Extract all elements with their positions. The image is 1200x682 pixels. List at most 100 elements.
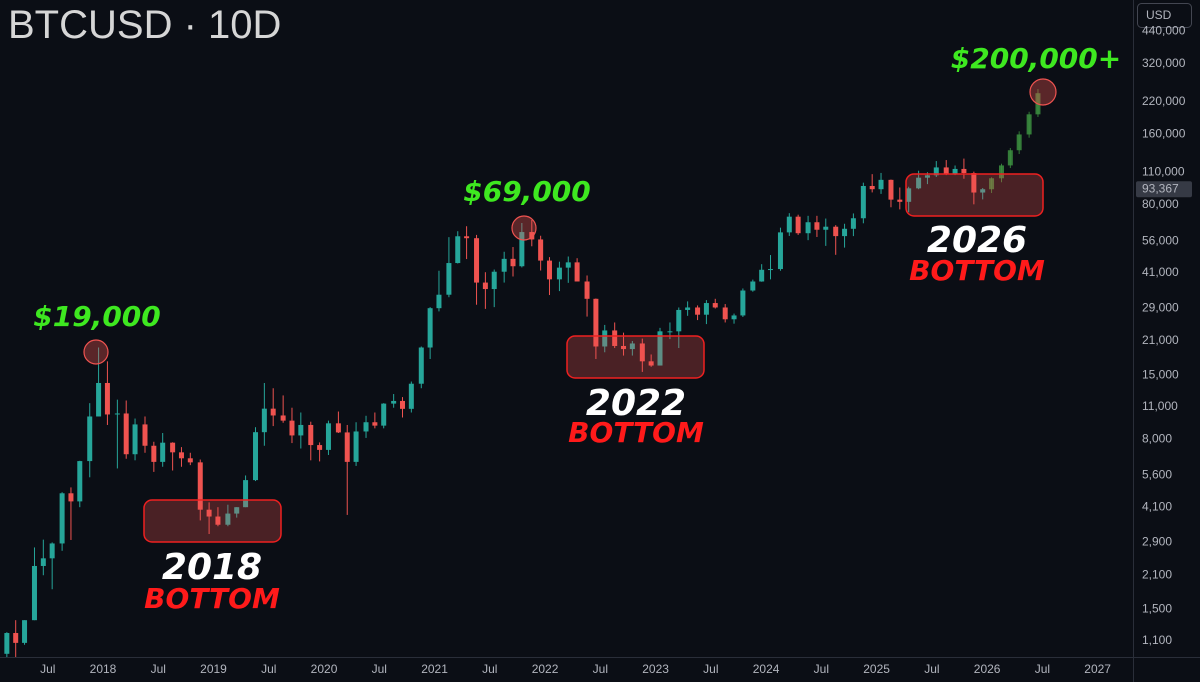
peak-marker <box>1029 78 1057 106</box>
candle-body <box>114 413 120 415</box>
candle-body <box>1016 134 1022 151</box>
candle-body <box>676 309 682 332</box>
annotation: BOTTOM <box>144 582 280 615</box>
candle-body <box>298 424 304 436</box>
candle-body <box>989 178 995 190</box>
candle-body <box>850 218 856 229</box>
candle-body <box>740 290 746 316</box>
x-tick-label: 2018 <box>90 662 117 676</box>
annotation: 2018 <box>162 547 262 588</box>
x-tick-label: Jul <box>703 662 718 676</box>
y-tick-label: 15,000 <box>1142 367 1179 381</box>
candle-body <box>833 226 839 237</box>
candle-body <box>731 315 737 320</box>
y-tick-label: 160,000 <box>1142 127 1186 141</box>
candle-body <box>4 633 10 654</box>
x-tick-label: 2022 <box>532 662 559 676</box>
candle-body <box>648 361 654 366</box>
candle-body <box>13 633 19 643</box>
candle-body <box>317 445 323 450</box>
candle-body <box>629 343 635 350</box>
x-tick-label: Jul <box>40 662 55 676</box>
candle-body <box>344 432 350 462</box>
y-tick-label: 29,000 <box>1142 300 1179 314</box>
annotation: BOTTOM <box>909 254 1045 287</box>
candle-body <box>215 516 221 525</box>
x-tick-label: 2020 <box>311 662 338 676</box>
candle-body <box>777 232 783 270</box>
plot-area <box>4 89 1041 657</box>
candle-body <box>602 330 608 347</box>
x-tick-label: Jul <box>482 662 497 676</box>
candle-body <box>667 331 673 333</box>
candle-body <box>491 271 497 290</box>
candle-body <box>750 281 756 291</box>
candle-body <box>289 420 295 436</box>
candle-body <box>1026 114 1032 135</box>
candle-body <box>40 558 46 566</box>
candle-body <box>842 228 848 237</box>
y-tick-label: 21,000 <box>1142 333 1179 347</box>
candle-body <box>178 452 184 459</box>
candle-body <box>446 263 452 295</box>
candle-body <box>768 269 774 271</box>
y-tick-label: 320,000 <box>1142 56 1186 70</box>
last-price-label: 93,367 <box>1142 181 1179 195</box>
y-tick-label: 2,100 <box>1142 567 1172 581</box>
x-tick-label: 2025 <box>863 662 890 676</box>
candle-body <box>529 232 535 240</box>
chart-title: BTCUSD · 10D <box>8 3 281 47</box>
x-tick-label: 2021 <box>421 662 448 676</box>
y-tick-label: 110,000 <box>1142 165 1185 179</box>
candle-body <box>722 307 728 320</box>
candle-body <box>308 424 314 446</box>
candle-body <box>234 507 240 514</box>
y-tick-label: 41,000 <box>1142 265 1179 279</box>
x-tick-label: 2019 <box>200 662 227 676</box>
candle-body <box>878 179 884 190</box>
candle-body <box>897 199 903 202</box>
candle-body <box>869 185 875 190</box>
candle-body <box>593 298 599 347</box>
candle-body <box>510 258 516 267</box>
candle-body <box>712 303 718 308</box>
bottom-zone <box>566 335 705 379</box>
candle-body <box>132 424 138 455</box>
candle-body <box>612 330 618 346</box>
candle-body <box>952 168 958 175</box>
candle-body <box>482 282 488 290</box>
candle-body <box>657 331 663 366</box>
candle-body <box>197 462 203 510</box>
candle-body <box>261 408 267 433</box>
currency-button[interactable] <box>1137 3 1192 28</box>
candle-body <box>455 236 461 264</box>
candle-body <box>685 307 691 310</box>
x-tick-label: Jul <box>593 662 608 676</box>
currency-label[interactable]: USD <box>1146 8 1172 22</box>
candle-body <box>961 168 967 174</box>
x-tick-label: Jul <box>261 662 276 676</box>
candle-body <box>860 185 866 219</box>
candle-body <box>695 307 701 315</box>
candle-body <box>151 445 157 462</box>
peak-marker <box>511 215 537 241</box>
annotation: BOTTOM <box>568 416 704 449</box>
y-tick-label: 1,100 <box>1142 633 1172 647</box>
candle-body <box>814 222 820 230</box>
candle-body <box>59 493 65 544</box>
candle-body <box>436 294 442 309</box>
candle-body <box>916 177 922 189</box>
candle-body <box>353 431 359 462</box>
x-tick-label: 2027 <box>1084 662 1111 676</box>
candle-body <box>68 493 74 502</box>
annotation: 2026 <box>927 220 1027 261</box>
candle-body <box>325 423 331 450</box>
candle-body <box>933 167 939 176</box>
candle-body <box>49 543 55 559</box>
x-tick-label: Jul <box>924 662 939 676</box>
y-tick-label: 11,000 <box>1142 399 1178 413</box>
candle-body <box>160 442 166 462</box>
candle-body <box>391 400 397 404</box>
